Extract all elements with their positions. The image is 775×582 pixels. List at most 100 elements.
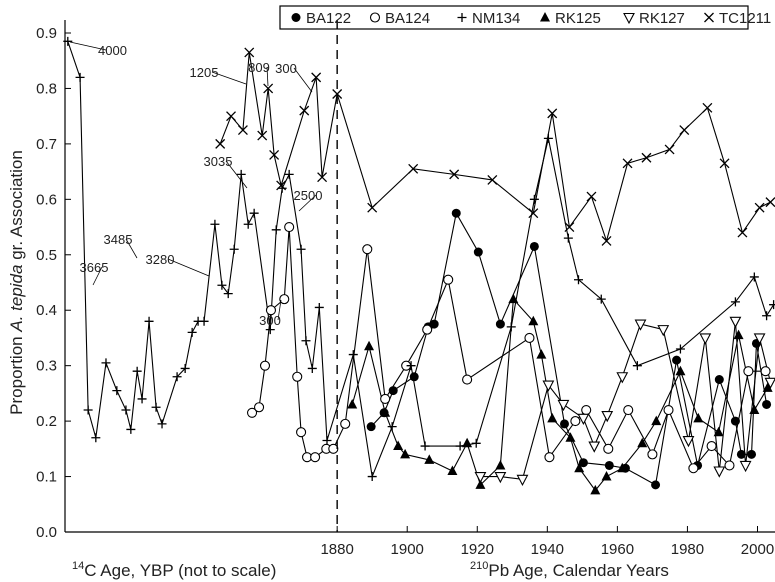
marker (565, 432, 576, 442)
marker (364, 340, 375, 351)
marker (254, 402, 265, 413)
legend-label: RK125 (555, 10, 601, 27)
marker (604, 460, 614, 470)
annotation: 809 (248, 60, 270, 75)
x-tick-label: 1980 (671, 541, 704, 558)
marker (347, 398, 358, 409)
marker (246, 407, 258, 418)
marker (420, 441, 430, 451)
marker (559, 419, 569, 429)
marker (495, 319, 505, 329)
annotation-leader (298, 194, 317, 212)
marker (487, 174, 498, 185)
marker (473, 247, 483, 257)
marker (603, 443, 614, 454)
marker (590, 484, 601, 495)
marker (307, 363, 317, 373)
x-tick-label: 1880 (320, 541, 353, 558)
y-axis-label-part: gr. Association (7, 150, 26, 264)
y-tick-label: 0.6 (36, 191, 57, 208)
marker (310, 452, 321, 463)
marker (737, 227, 748, 238)
legend-label: RK127 (639, 10, 685, 27)
marker (226, 111, 236, 122)
marker (601, 411, 614, 423)
marker (651, 480, 661, 490)
marker (623, 404, 634, 416)
marker (271, 225, 281, 235)
marker (475, 479, 486, 489)
marker (367, 202, 378, 213)
annotation: 3665 (80, 260, 109, 275)
marker (259, 360, 271, 371)
annotation-leader (167, 258, 210, 277)
marker (265, 325, 275, 335)
marker (760, 366, 771, 377)
marker (581, 404, 592, 416)
marker (719, 158, 730, 169)
marker (557, 399, 570, 412)
marker (528, 315, 539, 326)
marker (714, 375, 724, 385)
marker (348, 350, 358, 360)
marker (112, 386, 122, 396)
marker (237, 125, 248, 135)
y-axis-label: Proportion A. tepida gr. Association (7, 150, 26, 415)
marker (449, 169, 460, 180)
marker (317, 172, 328, 183)
marker (474, 472, 487, 484)
marker (764, 377, 775, 389)
annotation-leader (92, 266, 103, 286)
marker (126, 424, 136, 434)
marker (301, 336, 311, 346)
x-axis-label-sup: 210 (470, 560, 488, 572)
annotation-leader (225, 160, 248, 189)
marker (749, 272, 759, 282)
annotation: 300 (259, 313, 281, 328)
marker (563, 233, 573, 243)
annotation-leader (211, 71, 247, 85)
series-line (219, 52, 771, 243)
marker (429, 319, 439, 329)
marker (244, 47, 255, 58)
annotation: 300 (275, 61, 297, 76)
marker (693, 412, 704, 423)
marker (424, 454, 435, 464)
marker (409, 372, 419, 382)
marker (733, 329, 744, 340)
marker (622, 158, 633, 169)
marker (749, 404, 760, 415)
marker (762, 311, 772, 321)
marker (132, 366, 142, 376)
marker (311, 72, 322, 83)
marker (682, 435, 695, 448)
marker (574, 462, 585, 473)
annotation-leader (69, 41, 107, 51)
marker (151, 402, 161, 412)
marker (75, 72, 85, 82)
marker (443, 274, 454, 285)
marker (704, 12, 714, 23)
marker (314, 302, 324, 312)
marker (137, 394, 147, 404)
marker (291, 13, 301, 22)
marker (462, 437, 473, 448)
y-tick-label: 0.1 (36, 469, 57, 486)
marker (641, 152, 652, 163)
marker (366, 422, 376, 432)
marker (451, 208, 461, 218)
marker (529, 241, 539, 251)
marker (299, 105, 310, 116)
marker (408, 163, 419, 174)
marker (672, 355, 682, 365)
marker (617, 462, 628, 473)
annotation-leader (277, 299, 282, 321)
x-axis-label-text: Pb Age, Calendar Years (488, 561, 669, 580)
marker (380, 393, 391, 404)
marker (83, 405, 93, 415)
marker (542, 380, 555, 392)
marker (322, 436, 332, 446)
marker (747, 449, 757, 459)
marker (340, 418, 351, 429)
marker (516, 474, 529, 487)
